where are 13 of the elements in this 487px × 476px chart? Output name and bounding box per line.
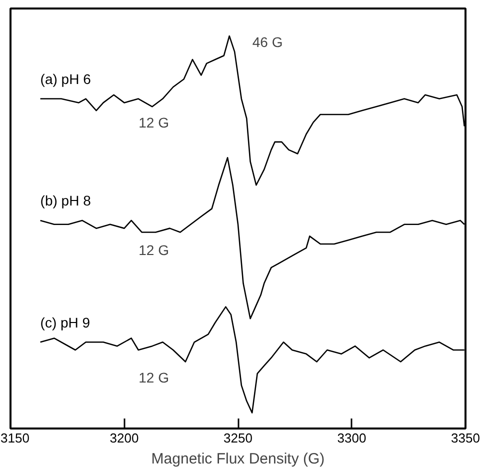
annotation: 12 G <box>138 369 170 386</box>
series-label: (a) pH 6 <box>40 71 92 88</box>
x-tick-label: 3200 <box>110 430 139 446</box>
series-label: (c) pH 9 <box>40 314 90 330</box>
x-axis-title: Magnetic Flux Density (G) <box>151 450 325 468</box>
x-tick-label: 3300 <box>337 430 366 446</box>
annotation: 12 G <box>138 114 170 130</box>
x-tick-label: 3150 <box>0 430 30 446</box>
annotation: 46 G <box>252 34 283 50</box>
annotation: 12 G <box>138 242 170 258</box>
x-tick-label: 3350 <box>451 430 480 446</box>
x-tick-label: 3250 <box>224 430 252 446</box>
series-label: (b) pH 8 <box>40 192 92 209</box>
